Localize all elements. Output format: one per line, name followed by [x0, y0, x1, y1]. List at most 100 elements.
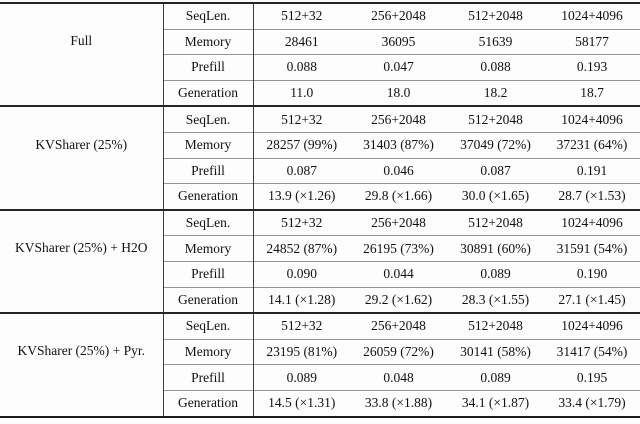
- cell-value: 256+2048: [371, 8, 426, 24]
- cell-value: 18.7: [544, 79, 640, 107]
- cell-value: 256+2048: [371, 215, 426, 231]
- cell-value: 0.048: [350, 364, 447, 391]
- cell-value: 33.4 (×1.79): [544, 389, 640, 417]
- cell-value: 1024+4096: [561, 111, 623, 127]
- row-label: SeqLen.: [162, 3, 254, 30]
- table-row: Prefill 0.087 0.046 0.087 0.191: [0, 157, 640, 184]
- cell-value: 33.8 (×1.88): [350, 389, 447, 417]
- cell-value: 11.0: [253, 79, 350, 107]
- cell-value: 0.044: [350, 260, 447, 288]
- cell-value: 0.090: [253, 260, 350, 288]
- cell-value: 37049 (72%): [447, 131, 544, 159]
- cell-value: 18.2: [447, 79, 544, 107]
- row-label: Generation: [162, 183, 254, 210]
- cell-value: 0.191: [544, 157, 640, 184]
- table-row: Full SeqLen. 512+32 256+2048 512+2048 1024+40…: [0, 3, 640, 48]
- cell-value: 0.195: [544, 364, 640, 391]
- row-label: SeqLen.: [162, 209, 254, 236]
- cell-value: 28461: [253, 28, 350, 55]
- cell-value: 27.1 (×1.45): [544, 286, 640, 314]
- cell-value: 24852 (87%): [253, 235, 350, 262]
- cell-value: 31417 (54%): [544, 338, 640, 365]
- cell-value: 0.046: [350, 157, 447, 184]
- table-row: KVSharer (25%) SeqLen. 512+32 256+2048 512+2…: [0, 106, 640, 152]
- cell-value: 0.088: [447, 54, 544, 81]
- table-section: Full SeqLen. 512+32 256+2048 512+2048 1024+40…: [0, 3, 640, 107]
- table-row: Memory 23195 (81%) 26059 (72%) 30141 (58%) 3…: [0, 338, 640, 365]
- table-row: Generation 11.0 18.0 18.2 18.7: [0, 79, 640, 107]
- table-row: Generation 14.5 (×1.31) 33.8 (×1.88) 34.1 (…: [0, 389, 640, 417]
- cell-value: 0.087: [253, 157, 350, 184]
- table-row: Memory 28257 (99%) 31403 (87%) 37049 (72%) 3…: [0, 131, 640, 159]
- table-row: Memory 28461 36095 51639 58177: [0, 28, 640, 55]
- cell-value: 26059 (72%): [350, 338, 447, 365]
- cell-value: 0.089: [447, 260, 544, 288]
- cell-value: 1024+4096: [561, 318, 623, 334]
- row-label: Prefill: [162, 260, 254, 288]
- cell-value: 18.0: [350, 79, 447, 107]
- row-label: Generation: [162, 79, 254, 107]
- cell-value: 0.193: [544, 54, 640, 81]
- cell-value: 512+32: [281, 8, 323, 24]
- cell-value: 31403 (87%): [350, 131, 447, 159]
- cell-value: 30891 (60%): [447, 235, 544, 262]
- cell-value: 256+2048: [371, 318, 426, 334]
- cell-value: 14.1 (×1.28): [253, 286, 350, 314]
- cell-value: 14.5 (×1.31): [253, 389, 350, 417]
- row-label: Memory: [162, 235, 254, 262]
- cell-value: 0.087: [447, 157, 544, 184]
- cell-value: 13.9 (×1.26): [253, 183, 350, 210]
- table-row: Prefill 0.090 0.044 0.089 0.190: [0, 260, 640, 288]
- cell-value: 28.7 (×1.53): [544, 183, 640, 210]
- table-row: Generation 13.9 (×1.26) 29.8 (×1.66) 30.0 (…: [0, 183, 640, 210]
- cell-value: 0.190: [544, 260, 640, 288]
- cell-value: 0.089: [253, 364, 350, 391]
- cell-value: 512+2048: [468, 215, 523, 231]
- cell-value: 0.089: [447, 364, 544, 391]
- cell-value: 256+2048: [371, 111, 426, 127]
- cell-value: 30.0 (×1.65): [447, 183, 544, 210]
- row-label: SeqLen.: [162, 106, 254, 133]
- table-section: KVSharer (25%) + Pyr. SeqLen. 512+32 256+20…: [0, 313, 640, 417]
- cell-value: 512+2048: [468, 111, 523, 127]
- row-label: Memory: [162, 338, 254, 365]
- cell-value: 512+32: [281, 215, 323, 231]
- cell-value: 28.3 (×1.55): [447, 286, 544, 314]
- method-name: KVSharer (25%) + H2O: [15, 239, 148, 255]
- row-label: Prefill: [162, 364, 254, 391]
- method-name: KVSharer (25%): [35, 136, 128, 152]
- cell-value: 31591 (54%): [544, 235, 640, 262]
- cell-value: 37231 (64%): [544, 131, 640, 159]
- row-label: Generation: [162, 286, 254, 314]
- table-row: Prefill 0.088 0.047 0.088 0.193: [0, 54, 640, 81]
- cell-value: 28257 (99%): [253, 131, 350, 159]
- row-label: Memory: [162, 28, 254, 55]
- method-name: KVSharer (25%) + Pyr.: [17, 343, 146, 359]
- cell-value: 1024+4096: [561, 8, 623, 24]
- cell-value: 0.088: [253, 54, 350, 81]
- table-row: Prefill 0.089 0.048 0.089 0.195: [0, 364, 640, 391]
- table-row: KVSharer (25%) + H2O SeqLen. 512+32 256+204…: [0, 209, 640, 255]
- row-label: Generation: [162, 389, 254, 417]
- cell-value: 58177: [544, 28, 640, 55]
- cell-value: 29.8 (×1.66): [350, 183, 447, 210]
- row-label: Memory: [162, 131, 254, 159]
- cell-value: 36095: [350, 28, 447, 55]
- cell-value: 512+32: [281, 318, 323, 334]
- table-section: KVSharer (25%) + H2O SeqLen. 512+32 256+204…: [0, 209, 640, 314]
- cell-value: 512+2048: [468, 318, 523, 334]
- cell-value: 51639: [447, 28, 544, 55]
- table-row: Generation 14.1 (×1.28) 29.2 (×1.62) 28.3 (…: [0, 286, 640, 314]
- cell-value: 26195 (73%): [350, 235, 447, 262]
- row-label: Prefill: [162, 157, 254, 184]
- cell-value: 0.047: [350, 54, 447, 81]
- cell-value: 512+2048: [468, 8, 523, 24]
- cell-value: 1024+4096: [561, 215, 623, 231]
- table-section: KVSharer (25%) SeqLen. 512+32 256+2048 512+2…: [0, 106, 640, 210]
- table-row: Memory 24852 (87%) 26195 (73%) 30891 (60%) 3…: [0, 235, 640, 262]
- method-name: Full: [70, 33, 93, 49]
- row-label: SeqLen.: [162, 313, 254, 340]
- cell-value: 34.1 (×1.87): [447, 389, 544, 417]
